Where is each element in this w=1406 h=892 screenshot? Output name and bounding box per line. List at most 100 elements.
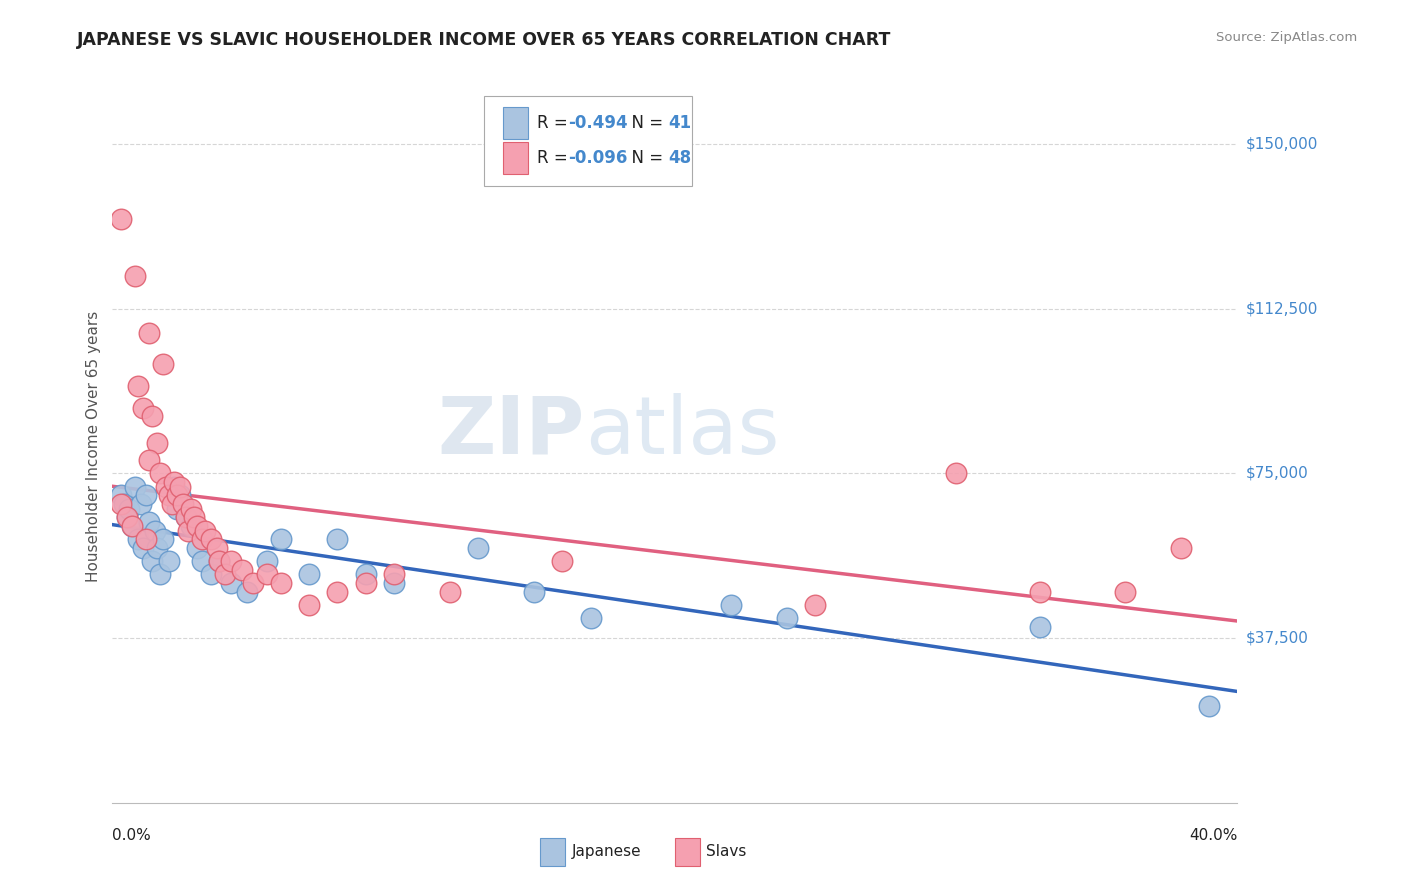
Point — [135, 488, 157, 502]
Point — [183, 510, 205, 524]
Point — [180, 519, 202, 533]
Text: JAPANESE VS SLAVIC HOUSEHOLDER INCOME OVER 65 YEARS CORRELATION CHART: JAPANESE VS SLAVIC HOUSEHOLDER INCOME OV… — [77, 31, 891, 49]
Point — [219, 576, 242, 591]
Point — [208, 554, 231, 568]
Point — [720, 598, 742, 612]
Point — [1170, 541, 1192, 555]
Text: Slavs: Slavs — [706, 844, 747, 859]
FancyBboxPatch shape — [503, 143, 527, 175]
Point — [118, 501, 141, 516]
Point — [1029, 585, 1052, 599]
Point — [121, 519, 143, 533]
Text: Japanese: Japanese — [571, 844, 641, 859]
Point — [135, 533, 157, 547]
Point — [132, 401, 155, 415]
Text: 41: 41 — [668, 114, 692, 132]
Point — [141, 409, 163, 424]
Point — [124, 268, 146, 283]
Point — [127, 378, 149, 392]
Point — [205, 541, 228, 555]
Point — [138, 515, 160, 529]
Point — [579, 611, 602, 625]
Text: $150,000: $150,000 — [1246, 136, 1317, 152]
FancyBboxPatch shape — [540, 838, 565, 865]
Point — [138, 326, 160, 340]
Text: 40.0%: 40.0% — [1189, 828, 1237, 843]
Text: N =: N = — [621, 114, 668, 132]
Point — [242, 576, 264, 591]
Point — [1029, 620, 1052, 634]
Point — [163, 475, 186, 490]
Point — [208, 554, 231, 568]
FancyBboxPatch shape — [484, 96, 692, 186]
Point — [155, 480, 177, 494]
Point — [160, 497, 183, 511]
Y-axis label: Householder Income Over 65 years: Householder Income Over 65 years — [86, 310, 101, 582]
Point — [191, 533, 214, 547]
Point — [141, 554, 163, 568]
Point — [180, 501, 202, 516]
Text: atlas: atlas — [585, 392, 779, 471]
Point — [110, 211, 132, 226]
Point — [256, 554, 278, 568]
Text: -0.494: -0.494 — [568, 114, 627, 132]
Point — [112, 497, 135, 511]
Point — [146, 541, 169, 555]
Point — [157, 488, 180, 502]
Text: 48: 48 — [668, 150, 692, 168]
Text: 0.0%: 0.0% — [112, 828, 152, 843]
Point — [169, 488, 191, 502]
Point — [163, 480, 186, 494]
Point — [200, 533, 222, 547]
Point — [270, 533, 292, 547]
Point — [127, 533, 149, 547]
Point — [115, 510, 138, 524]
Point — [270, 576, 292, 591]
Point — [523, 585, 546, 599]
Point — [467, 541, 489, 555]
Point — [439, 585, 461, 599]
Point — [166, 501, 188, 516]
Text: ZIP: ZIP — [437, 392, 585, 471]
Point — [354, 567, 377, 582]
Point — [186, 541, 208, 555]
Point — [298, 567, 321, 582]
Point — [298, 598, 321, 612]
Point — [157, 554, 180, 568]
Point — [326, 585, 349, 599]
Text: Source: ZipAtlas.com: Source: ZipAtlas.com — [1216, 31, 1357, 45]
FancyBboxPatch shape — [675, 838, 700, 865]
Point — [186, 519, 208, 533]
Text: $112,500: $112,500 — [1246, 301, 1317, 317]
Point — [110, 488, 132, 502]
Point — [149, 467, 172, 481]
Point — [354, 576, 377, 591]
Point — [200, 567, 222, 582]
Point — [219, 554, 242, 568]
Point — [149, 567, 172, 582]
Point — [1198, 699, 1220, 714]
Point — [110, 497, 132, 511]
FancyBboxPatch shape — [503, 107, 527, 139]
Text: R =: R = — [537, 150, 572, 168]
Text: R =: R = — [537, 114, 572, 132]
Point — [174, 510, 197, 524]
Point — [177, 524, 200, 538]
Point — [166, 488, 188, 502]
Point — [776, 611, 799, 625]
Point — [152, 357, 174, 371]
Point — [191, 554, 214, 568]
Point — [236, 585, 259, 599]
Point — [231, 563, 253, 577]
Point — [382, 567, 405, 582]
Point — [194, 524, 217, 538]
Point — [551, 554, 574, 568]
Point — [256, 567, 278, 582]
Point — [132, 541, 155, 555]
Point — [129, 497, 152, 511]
Text: -0.096: -0.096 — [568, 150, 627, 168]
Point — [143, 524, 166, 538]
Point — [169, 480, 191, 494]
Point — [152, 533, 174, 547]
Point — [382, 576, 405, 591]
